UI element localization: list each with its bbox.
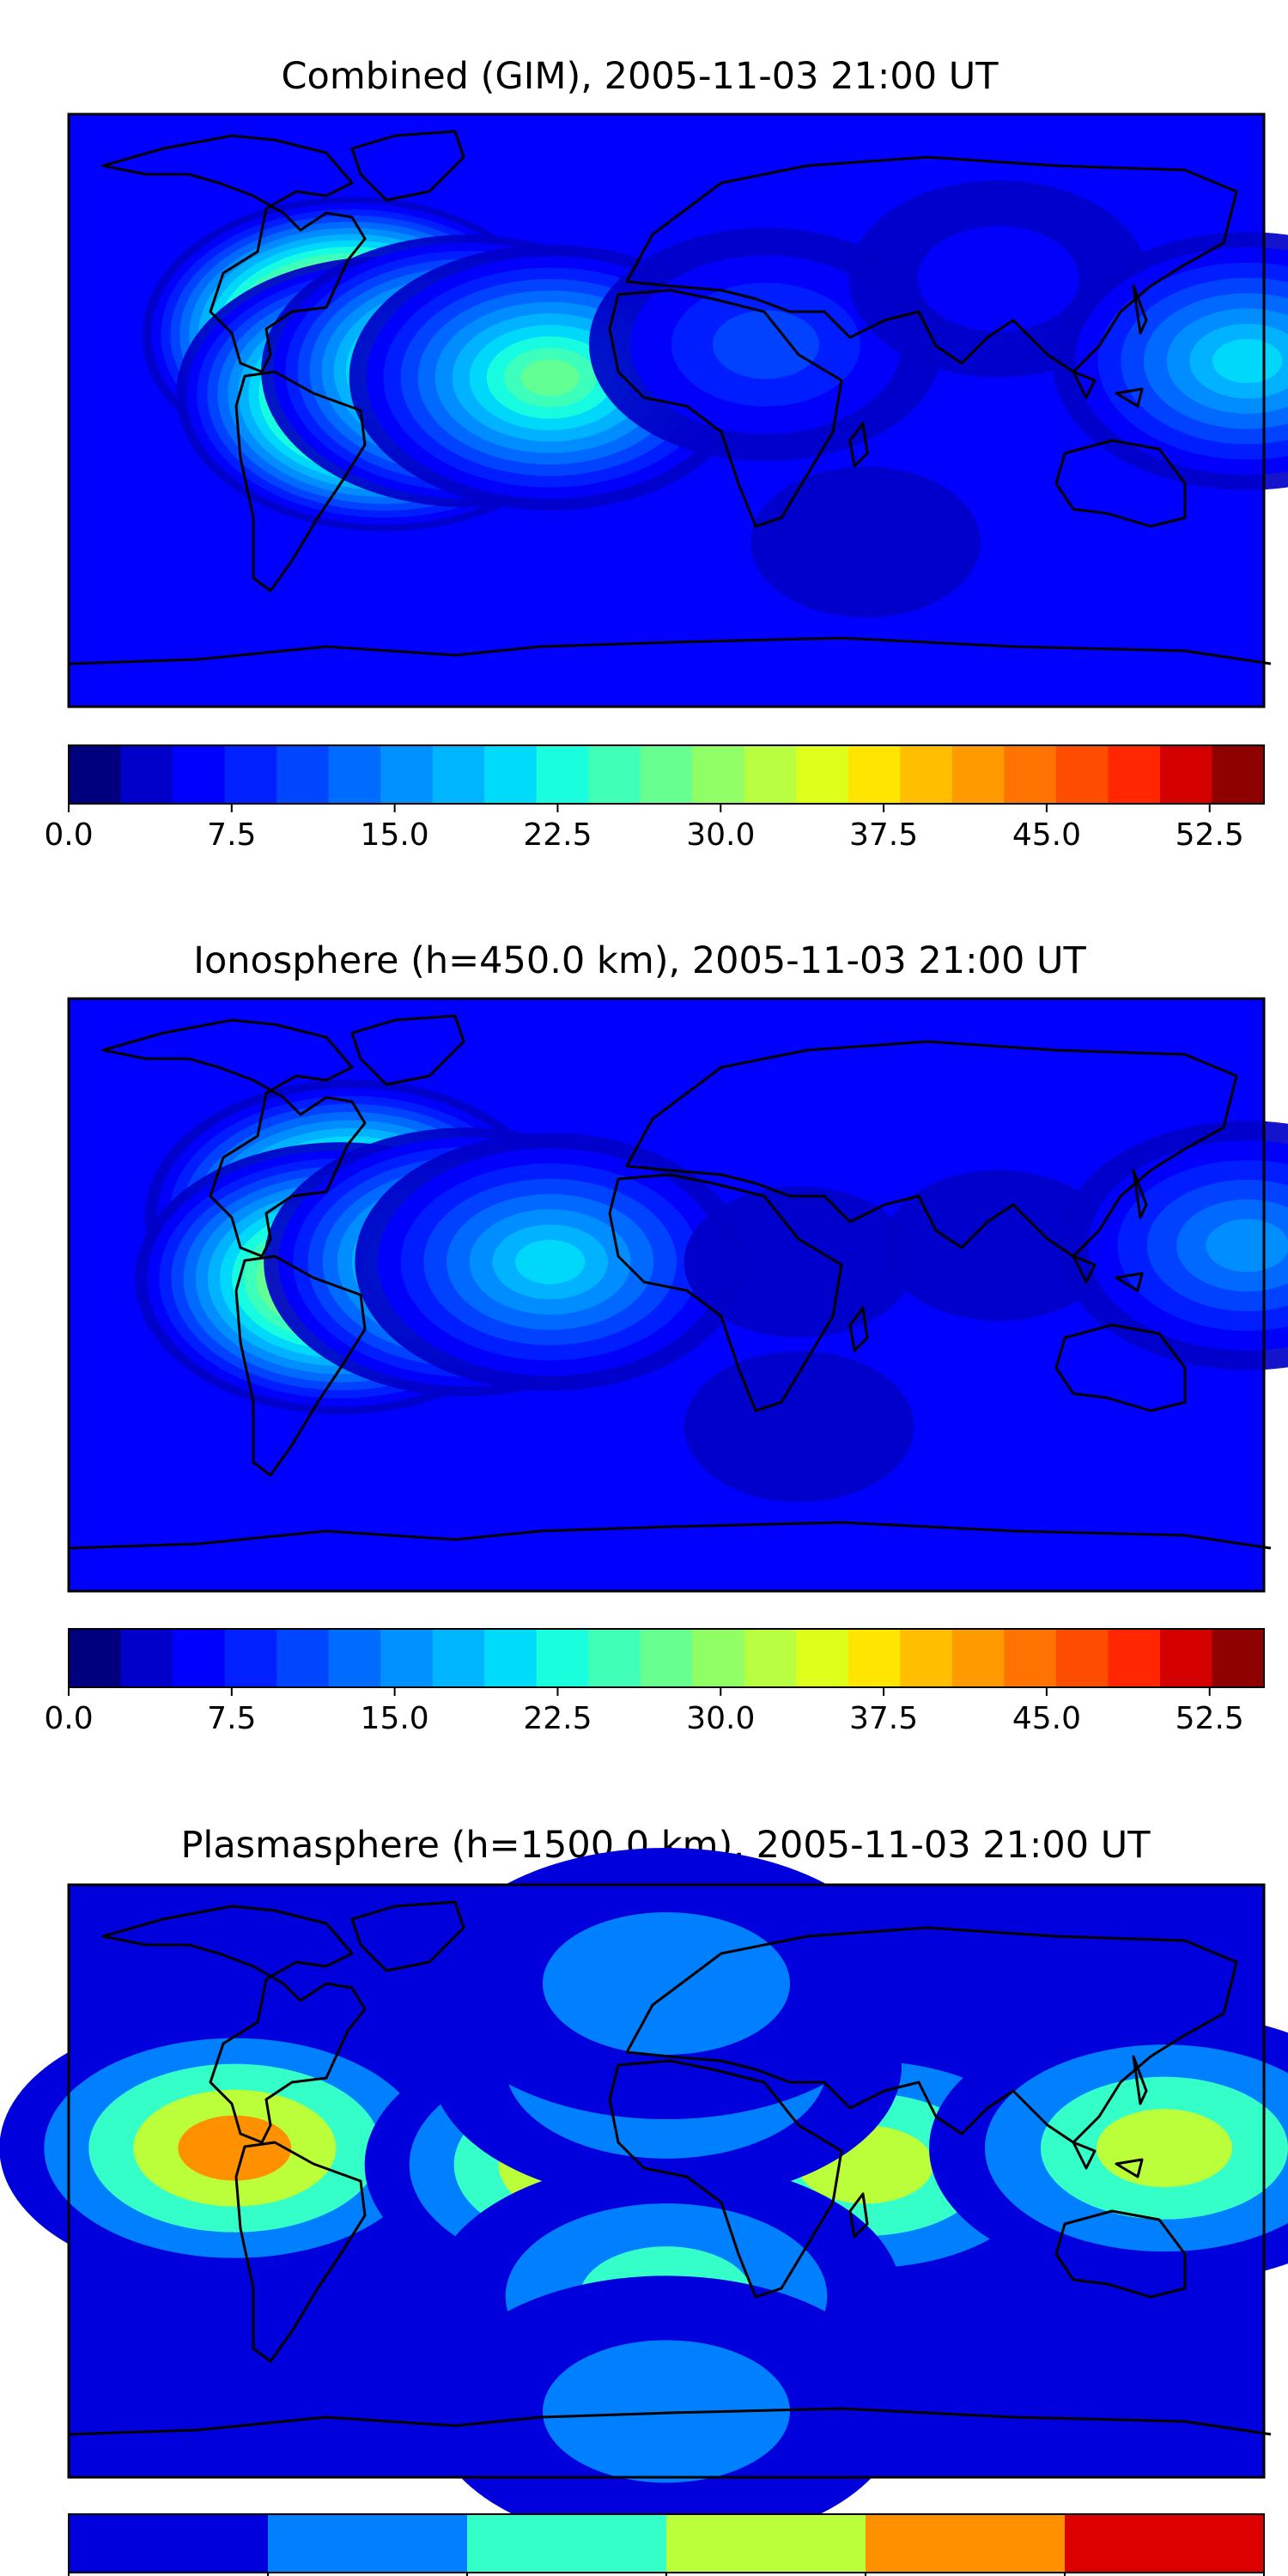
panel1-colorbar-tick-label: 15.0 [361,817,429,853]
panel3-tec-region-4 [929,2012,1288,2284]
panel2-colorbar-segment [1159,1629,1212,1687]
panel2-tec-region-7 [1059,1121,1288,1370]
panel2-frame [67,997,1266,1593]
panel1-title: Combined (GIM), 2005-11-03 21:00 UT [281,55,999,98]
panel2-colorbar-segment [276,1629,330,1687]
panel1-colorbar-segment [276,745,330,804]
panel1-colorbar-segment [1055,745,1109,804]
panel1-colorbar-segment [1108,745,1161,804]
panel1-colorbar-tick-label: 7.5 [207,817,256,853]
panel3-colorbar-segment [866,2514,1066,2573]
panel2-colorbar-segment [692,1629,745,1687]
panel2-colorbar-segment [173,1629,226,1687]
panel1-colorbar-tick-label: 30.0 [686,817,755,853]
panel3-colorbar-segment [666,2514,866,2573]
panel3-colorbar-segment [268,2514,468,2573]
panel1-colorbar-tick-label: 45.0 [1012,817,1081,853]
panel1-colorbar-segment [328,745,381,804]
panel1-colorbar-segment [692,745,745,804]
panel2-tec-region-8 [683,1351,914,1503]
panel2-colorbar-segment [744,1629,797,1687]
panel3-tec-region-7 [431,1848,902,2119]
panel1-tec-region-8 [750,466,981,618]
panel1-colorbar-segment [536,745,589,804]
panel3-colorbar-segment [69,2514,269,2573]
panel2-colorbar-tick-label: 7.5 [207,1701,256,1736]
panel2-colorbar-tick-label: 37.5 [849,1701,918,1736]
panel2-colorbar-segment [328,1629,381,1687]
panel2-colorbar-segment [69,1629,122,1687]
panel2-colorbar-segment [796,1629,849,1687]
panel1-colorbar-segment [69,745,122,804]
panel1-map [67,112,1288,708]
panel3-map [0,1848,1288,2548]
panel1-colorbar-tick-label: 37.5 [849,817,918,853]
panel2-colorbar-segment [432,1629,485,1687]
panel2-colorbar-segment [1004,1629,1057,1687]
panel2-colorbar-segment [951,1629,1005,1687]
panel2-colorbar-tick-label: 30.0 [686,1701,755,1736]
panel3-colorbar-segment [1065,2514,1265,2573]
panel2-colorbar-tick-label: 45.0 [1012,1701,1081,1736]
panel1-colorbar-segment [484,745,538,804]
panel3-frame [67,1883,1266,2479]
panel1-colorbar-segment [796,745,849,804]
panel1-colorbar-segment [173,745,226,804]
panel1-colorbar-tick-label: 0.0 [44,817,93,853]
panel1-colorbar-segment [1004,745,1057,804]
panel2-colorbar-segment [1108,1629,1161,1687]
panel2-map [67,997,1288,1593]
panel3-tec-region-1 [0,2012,471,2284]
panel1-colorbar-tick-label: 52.5 [1176,817,1244,853]
panel1-colorbar-segment [900,745,953,804]
panel2-tec-region-6 [883,1170,1114,1321]
panel2-tec-region-5 [683,1186,914,1338]
panel2-colorbar-segment [224,1629,277,1687]
panel2-tec-region-4 [355,1133,745,1391]
panel2-title: Ionosphere (h=450.0 km), 2005-11-03 21:0… [193,939,1086,982]
panel1-colorbar: 0.0 7.5 15.0 22.5 30.0 37.5 45.0 52.5 [44,744,1265,853]
panel1-colorbar-segment [588,745,641,804]
panel1-colorbar-segment [1212,745,1265,804]
panel2-colorbar-segment [588,1629,641,1687]
panel2-colorbar-tick-label: 52.5 [1176,1701,1244,1736]
panel1-colorbar-segment [744,745,797,804]
panel1-colorbar-segment [120,745,173,804]
panel2-colorbar: 0.0 7.5 15.0 22.5 30.0 37.5 45.0 52.5 [44,1628,1265,1736]
panel1-colorbar-segment [224,745,277,804]
panel1-frame [67,112,1266,708]
panel2-colorbar-segment [900,1629,953,1687]
panel2-colorbar-tick-label: 15.0 [361,1701,429,1736]
panel1-colorbar-segment [380,745,434,804]
panel2-colorbar-segment [484,1629,538,1687]
panel1-colorbar-segment [432,745,485,804]
panel3-tec-region-8 [431,2275,902,2548]
panel2-colorbar-segment [1212,1629,1265,1687]
panel1-colorbar-segment [1159,745,1212,804]
panel3-colorbar-segment [467,2514,667,2573]
panel1-colorbar-segment [848,745,901,804]
panel2-colorbar-tick-label: 22.5 [523,1701,592,1736]
panel1-colorbar-segment [951,745,1005,804]
panel2-colorbar-segment [380,1629,434,1687]
panel1-colorbar-tick-label: 22.5 [523,817,592,853]
panel3-colorbar: 0.02.55.07.510.012.515.0 [68,2513,1265,2576]
panel2-colorbar-segment [120,1629,173,1687]
panel2-colorbar-segment [848,1629,901,1687]
panel2-colorbar-tick-label: 0.0 [44,1701,93,1736]
panel2-colorbar-segment [1055,1629,1109,1687]
panel2-colorbar-segment [536,1629,589,1687]
panel2-colorbar-segment [640,1629,693,1687]
panel1-colorbar-segment [640,745,693,804]
